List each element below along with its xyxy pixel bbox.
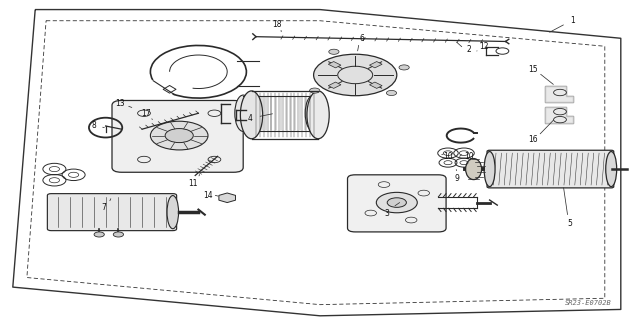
Text: 6: 6 [359,34,364,43]
Ellipse shape [605,152,617,187]
Circle shape [113,232,124,237]
Ellipse shape [241,91,262,139]
Ellipse shape [305,95,322,131]
Text: 10: 10 [443,152,453,161]
Ellipse shape [307,91,329,139]
Circle shape [376,192,417,213]
Circle shape [387,198,406,207]
Ellipse shape [484,152,495,187]
Text: 14: 14 [203,191,213,200]
Text: 11: 11 [189,179,198,188]
Circle shape [165,129,193,143]
Bar [369,82,382,88]
Circle shape [399,65,409,70]
Ellipse shape [167,196,179,229]
Text: 17: 17 [141,109,151,118]
Text: 2: 2 [466,45,471,54]
Text: 16: 16 [528,135,538,144]
FancyBboxPatch shape [112,100,243,172]
Ellipse shape [466,159,482,180]
FancyBboxPatch shape [47,194,177,231]
Text: 7: 7 [101,204,106,212]
Polygon shape [545,86,573,102]
FancyBboxPatch shape [487,150,614,188]
Circle shape [314,54,397,96]
Text: 8: 8 [92,121,97,130]
Circle shape [94,232,104,237]
Text: 15: 15 [528,65,538,74]
Bar [328,82,341,88]
Text: 18: 18 [273,20,282,29]
Bar [369,62,382,68]
Text: 1: 1 [570,16,575,25]
Circle shape [329,49,339,54]
Bar [328,62,341,68]
Text: 5: 5 [567,219,572,228]
Text: 12: 12 [479,42,488,51]
Text: 10: 10 [464,152,474,161]
Polygon shape [545,107,573,123]
Text: SR23-E0702B: SR23-E0702B [564,300,611,306]
Circle shape [150,121,208,150]
Circle shape [387,90,397,95]
Circle shape [310,88,320,93]
FancyBboxPatch shape [348,175,446,232]
Text: 13: 13 [115,99,125,108]
Text: 4: 4 [247,114,252,123]
Ellipse shape [235,95,252,131]
Text: 3: 3 [384,209,389,218]
Text: 9: 9 [454,174,460,183]
